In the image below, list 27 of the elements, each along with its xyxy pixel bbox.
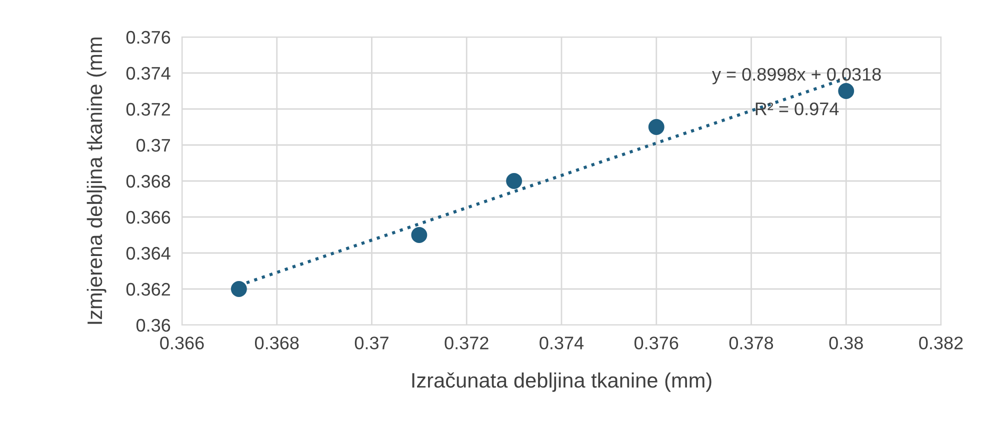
x-tick-label: 0.38 [829, 336, 863, 350]
x-tick-label: 0.372 [444, 336, 488, 350]
point [230, 281, 247, 297]
y-tick-label: 0.364 [126, 246, 170, 260]
x-tick-label: 0.366 [160, 336, 204, 350]
y-tick-label: 0.37 [136, 138, 170, 152]
x-tick-label: 0.37 [354, 336, 388, 350]
point [411, 227, 428, 243]
x-tick-label: 0.378 [729, 336, 774, 350]
y-tick-label: 0.36 [136, 318, 170, 332]
y-tick-label: 0.366 [126, 210, 170, 224]
point [506, 173, 522, 189]
x-tick-label: 0.382 [919, 336, 963, 350]
y-tick-label: 0.372 [126, 102, 170, 116]
x-tick-label: 0.376 [634, 336, 678, 350]
point [838, 83, 854, 99]
y-tick-label: 0.374 [126, 66, 170, 80]
y-tick-label: 0.376 [126, 30, 170, 44]
y-tick-label: 0.362 [126, 282, 170, 296]
annotation: y = 0.8998x + 0.0318 [712, 68, 881, 84]
point [648, 119, 664, 135]
y-tick-label: 0.368 [126, 174, 170, 188]
x-tick-label: 0.368 [254, 336, 299, 350]
x-tick-label: 0.374 [540, 336, 584, 350]
x-axis-title: Izračunata debljina tkanine (mm) [412, 372, 712, 392]
y-axis-title: Izmjerena debljina tkanine (mm [86, 38, 106, 324]
annotation: R² = 0.974 [756, 102, 839, 116]
